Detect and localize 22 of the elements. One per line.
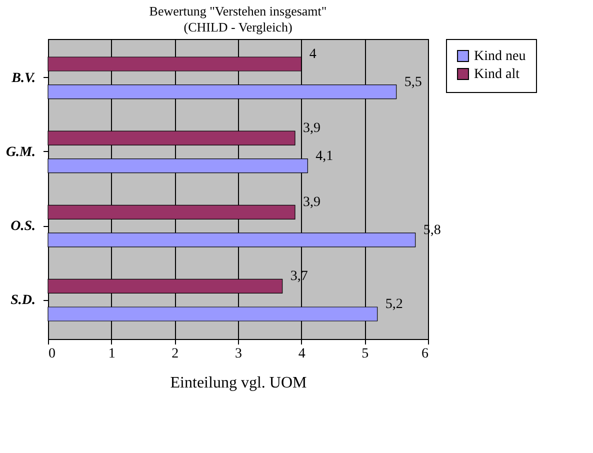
legend-label: Kind alt: [474, 67, 520, 82]
chart-title: Bewertung "Verstehen insgesamt": [149, 4, 327, 18]
x-tick-label: 6: [422, 346, 428, 362]
data-label: 4: [309, 47, 316, 62]
legend-label: Kind neu: [474, 49, 526, 64]
y-tick-label: B.V.: [10, 70, 36, 86]
x-tick-label: 2: [172, 346, 179, 362]
x-tick-label: 5: [362, 346, 369, 362]
y-tick-label: O.S.: [10, 219, 36, 234]
data-label: 3,9: [303, 195, 320, 210]
x-tick-label: 1: [108, 346, 116, 362]
x-axis-title: Einteilung vgl. UOM: [170, 374, 307, 392]
chart-subtitle: (CHILD - Vergleich): [184, 20, 292, 34]
data-label: 5,5: [404, 74, 422, 90]
data-label: 5,2: [385, 297, 403, 312]
x-tick-label: 4: [298, 346, 306, 362]
y-tick-label: S.D.: [10, 293, 36, 308]
data-label: 3,9: [303, 121, 320, 136]
y-tick-label: G.M.: [6, 144, 36, 160]
data-label: 4,1: [316, 148, 334, 164]
x-tick-label: 0: [48, 346, 56, 362]
x-tick-label: 3: [235, 346, 242, 362]
